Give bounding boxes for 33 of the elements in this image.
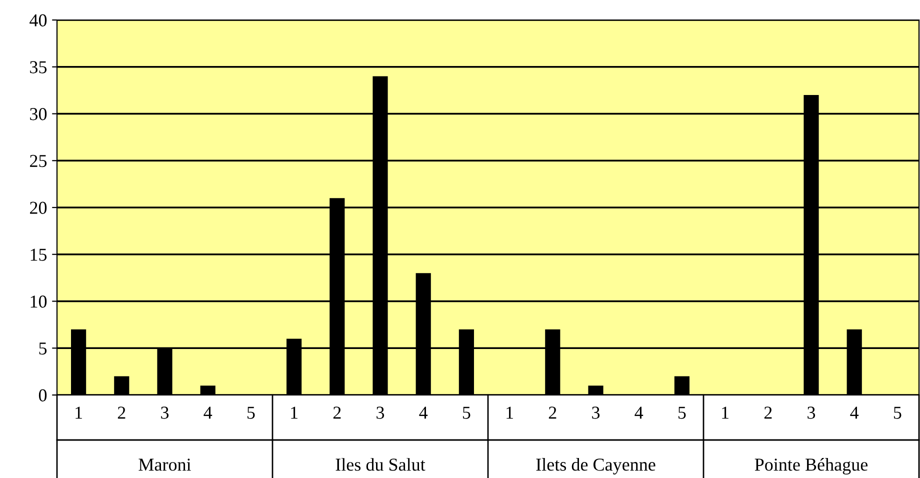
x-tick-label: 4 (634, 406, 644, 419)
x-tick-label: 2 (548, 406, 556, 419)
y-tick-label: 10 (30, 296, 47, 308)
x-tick-label: 1 (76, 406, 82, 419)
x-tick-label: 5 (678, 406, 686, 419)
x-tick-label: 1 (506, 406, 513, 419)
x-tick-label: 5 (894, 406, 902, 419)
y-tick-label: 35 (30, 61, 47, 74)
x-tick-label: 5 (247, 406, 255, 419)
x-tick-label: 4 (850, 406, 859, 419)
x-tick-label: 4 (204, 406, 212, 419)
x-tick-label: 1 (722, 406, 728, 419)
y-tick-label: 15 (30, 248, 47, 261)
y-tick-label: 5 (39, 342, 47, 355)
y-tick-label: 30 (30, 108, 47, 120)
x-tick-label: 3 (808, 406, 816, 419)
x-tick-label: 2 (333, 406, 341, 419)
x-tick-label: 2 (764, 406, 772, 419)
y-tick-label: 20 (30, 202, 47, 214)
x-tick-label: 3 (592, 406, 600, 419)
x-tick-label: 3 (376, 406, 384, 419)
text: Ilets de Cayenne (536, 458, 656, 474)
y-tick-label: 0 (38, 389, 47, 402)
x-tick-label: 1 (291, 406, 298, 419)
text: Pointe Béhague (754, 458, 868, 474)
x-tick-label: 5 (462, 406, 470, 419)
x-tick-label: 4 (419, 406, 428, 419)
text: Maroni (138, 458, 191, 471)
text: Iles du Salut (336, 458, 426, 471)
y-tick-label: 25 (30, 154, 47, 168)
x-tick-label: 2 (118, 406, 126, 419)
x-tick-label: 3 (161, 406, 169, 419)
y-tick-label: 40 (30, 14, 47, 26)
